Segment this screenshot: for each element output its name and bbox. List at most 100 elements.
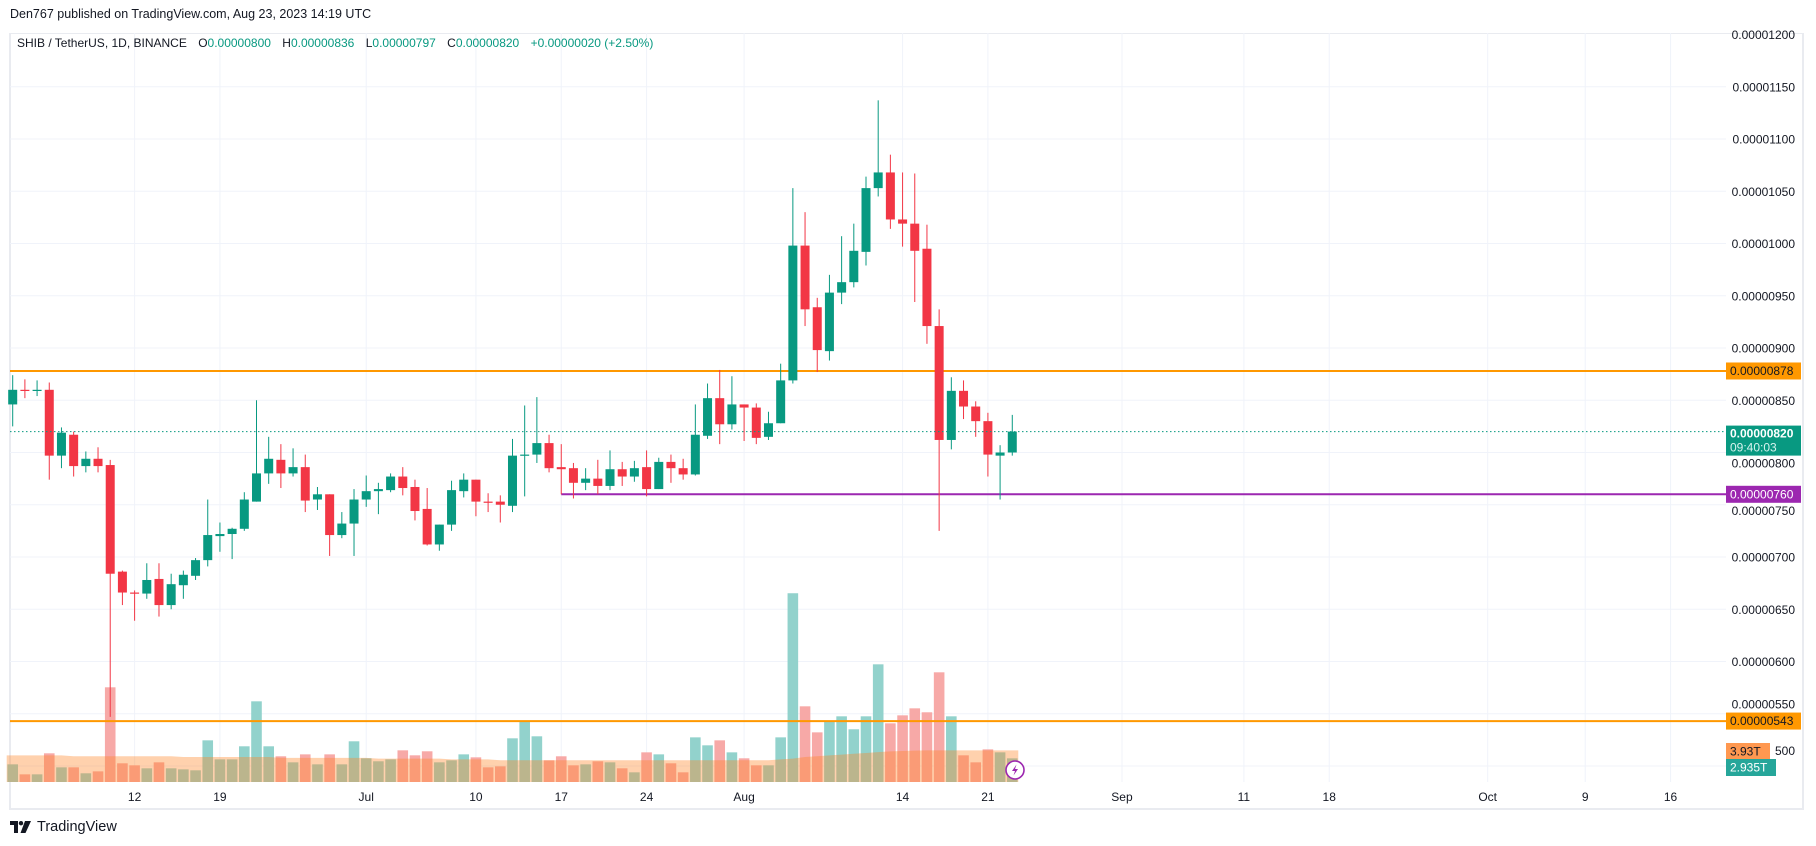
candle-body (727, 404, 737, 425)
change-value: +0.00000020 (+2.50%) (530, 36, 654, 50)
volume-bar (178, 769, 189, 782)
volume-bar (946, 716, 957, 782)
time-tick-label: 21 (981, 790, 995, 804)
volume-bar (555, 756, 567, 782)
candle-body (800, 245, 810, 310)
volume-bar (373, 761, 384, 782)
candle (325, 494, 335, 556)
candle (934, 309, 944, 531)
candle (398, 467, 408, 496)
candle (593, 459, 603, 495)
time-tick-label: 12 (128, 790, 142, 804)
chart-frame (9, 33, 1804, 810)
volume-bar (19, 774, 31, 782)
candle (910, 173, 920, 303)
chart-legend: SHIB / TetherUS, 1D, BINANCE O0.00000800… (17, 36, 653, 50)
candle (337, 512, 347, 539)
candle (288, 448, 298, 477)
candle (837, 236, 847, 305)
volume-bar (531, 736, 543, 782)
candle (824, 274, 834, 361)
candle (459, 473, 469, 498)
candle (739, 404, 749, 442)
volume-bar (860, 716, 872, 782)
candle (215, 522, 225, 552)
lightning-icon[interactable] (1005, 760, 1025, 780)
candle-body (349, 499, 359, 524)
candle-body (568, 468, 578, 483)
candle (629, 460, 639, 482)
candle (410, 479, 420, 521)
volume-bar (324, 754, 335, 782)
tradingview-logo-icon (10, 821, 31, 833)
volume-bar (580, 764, 591, 782)
candle (69, 431, 79, 477)
volume-bar (43, 753, 55, 782)
price-tick-label: 0.00000650 (1732, 603, 1796, 617)
volume-bar (56, 767, 67, 782)
candle (495, 495, 505, 523)
candle-body (239, 499, 249, 529)
last-price-label-bg (1726, 425, 1801, 456)
axis-price-labels: 0.00000878 0.00000760 0.00000543 0.00000820… (1726, 362, 1801, 776)
candle-body (763, 423, 773, 437)
candles (8, 100, 1017, 717)
candle-body (910, 223, 920, 251)
candle-body (410, 486, 420, 512)
volume-bar (104, 687, 116, 782)
candle-body (337, 523, 347, 536)
level-price-label: 0.00000543 (1730, 714, 1794, 728)
volume-bar (421, 751, 433, 782)
candle-body (471, 479, 481, 502)
price-axis[interactable]: 500 0.00000550 0.00000600 0.00000650 0.00000… (1732, 28, 1796, 758)
volume-bar (251, 701, 262, 782)
candle-body (447, 490, 457, 525)
volume-bar (360, 758, 372, 782)
volume-bar (263, 746, 274, 782)
low-label: L (365, 36, 373, 50)
volume-bar (336, 764, 348, 782)
candle-body (642, 467, 652, 490)
candle-body (812, 307, 822, 351)
candle (239, 492, 249, 531)
volume-bar (958, 755, 969, 782)
candle-body (8, 389, 18, 405)
candle-body (459, 479, 469, 492)
volume-bar (677, 772, 689, 782)
candle (715, 369, 725, 445)
candle-body (605, 469, 615, 486)
candle-body (703, 398, 713, 436)
candle (434, 524, 444, 551)
volume-bar (629, 772, 640, 782)
candle-body (312, 494, 322, 500)
candle-body (361, 491, 371, 500)
candle (581, 468, 591, 491)
horizontal-levels[interactable] (10, 369, 1726, 723)
candle-body (751, 407, 761, 438)
volume-bar (836, 716, 847, 782)
symbol-info[interactable]: SHIB / TetherUS, 1D, BINANCE (17, 36, 187, 50)
price-tick-label: 0.00000550 (1732, 698, 1796, 712)
volume-bar (7, 764, 19, 782)
volume-bar (312, 764, 323, 782)
candle-body (154, 578, 164, 606)
candle (617, 461, 627, 486)
candle (849, 223, 859, 288)
volume-bar (348, 741, 360, 782)
candle (946, 377, 956, 450)
candle (556, 444, 566, 495)
candle-body (824, 292, 834, 352)
time-tick-label: 17 (555, 790, 569, 804)
time-tick-label: 24 (640, 790, 654, 804)
price-tick-label: 0.00001150 (1732, 80, 1795, 94)
close-value: 0.00000820 (455, 36, 520, 50)
candle-body (69, 434, 79, 467)
volume-bar (604, 762, 616, 782)
candle (1007, 414, 1017, 456)
time-axis[interactable]: 12 19 Jul 10 17 24 Aug 14 21 Sep 11 18 Oct 9 16 (128, 790, 1678, 804)
volume-bar (665, 763, 677, 782)
candle (252, 400, 261, 502)
candle-body (264, 458, 274, 474)
candle (788, 188, 798, 384)
